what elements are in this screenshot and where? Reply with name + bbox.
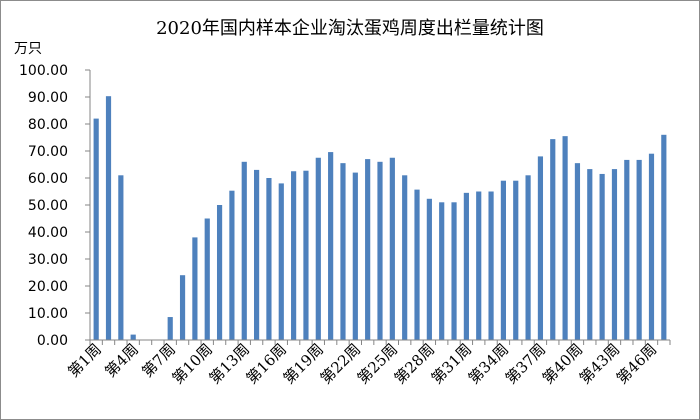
y-tick-label: 90.00 (28, 90, 68, 106)
x-tick-label: 第43周 (576, 340, 623, 387)
bar (204, 218, 210, 340)
bar (513, 180, 519, 340)
bar (599, 173, 605, 340)
bar (328, 152, 334, 340)
x-tick-label: 第46周 (613, 340, 660, 387)
bar (229, 190, 235, 340)
x-tick-label: 第25周 (354, 340, 401, 387)
bar (488, 191, 494, 340)
bar (525, 175, 531, 340)
bars (93, 96, 667, 340)
x-axis: 第1周第4周第7周第10周第13周第16周第19周第22周第25周第28周第31… (64, 339, 671, 388)
bar (402, 175, 408, 340)
bar (192, 237, 198, 340)
y-tick-label: 50.00 (28, 198, 68, 214)
bar (414, 189, 420, 340)
y-axis: 0.00 10.00 20.00 30.00 40.00 50.00 60.00 70.00 8… (19, 63, 91, 349)
x-tick-label: 第31周 (428, 340, 475, 387)
x-tick-label: 第10周 (169, 340, 216, 387)
bar (130, 334, 136, 340)
y-tick-label: 80.00 (28, 117, 68, 133)
chart-title: 2020年国内样本企业淘汰蛋鸡周度出栏量统计图 (156, 18, 544, 39)
x-tick-label: 第28周 (391, 340, 438, 387)
bar (476, 191, 482, 340)
bar (661, 134, 667, 340)
y-tick-label: 60.00 (28, 171, 68, 187)
bar (587, 169, 593, 340)
bar (648, 153, 655, 340)
bar (241, 161, 247, 340)
bar (389, 157, 395, 340)
x-tick-label: 第19周 (280, 340, 327, 387)
bar (291, 171, 297, 340)
y-tick-label: 100.00 (19, 63, 68, 79)
bar (562, 136, 568, 340)
bar (365, 159, 371, 340)
bar (118, 175, 124, 340)
bar (105, 96, 112, 340)
bar (550, 139, 556, 340)
x-tick-label: 第16周 (243, 340, 290, 387)
bar (439, 202, 445, 340)
bar (254, 169, 260, 340)
y-tick-label: 30.00 (28, 252, 68, 268)
x-tick-label: 第22周 (317, 340, 364, 387)
bar (611, 169, 618, 340)
bar (500, 180, 506, 340)
bar (216, 205, 223, 340)
bar (93, 118, 99, 340)
bar (278, 183, 284, 340)
y-tick-label: 70.00 (28, 144, 68, 160)
y-tick-label: 20.00 (28, 279, 68, 295)
y-axis-unit-label: 万只 (14, 41, 42, 57)
x-tick-label: 第34周 (465, 340, 512, 387)
bar (574, 163, 581, 340)
bar (179, 275, 186, 340)
bar (636, 159, 642, 340)
bar (303, 170, 309, 340)
y-tick-label: 40.00 (28, 225, 68, 241)
x-tick-label: 第13周 (206, 340, 253, 387)
bar (463, 192, 469, 340)
bar (451, 202, 457, 340)
bar (167, 317, 173, 340)
bar (624, 159, 630, 340)
bar (377, 161, 383, 340)
x-tick-label: 第4周 (101, 340, 142, 381)
bar (315, 157, 321, 340)
y-tick-label: 0.00 (37, 333, 68, 349)
y-tick-label: 10.00 (28, 306, 68, 322)
bar (352, 172, 358, 340)
bar (340, 163, 346, 340)
bar (537, 156, 544, 340)
x-tick-label: 第40周 (539, 340, 586, 387)
x-tick-label: 第1周 (64, 340, 105, 381)
x-tick-label: 第37周 (502, 340, 549, 387)
bar (426, 198, 432, 340)
bar (266, 178, 272, 340)
